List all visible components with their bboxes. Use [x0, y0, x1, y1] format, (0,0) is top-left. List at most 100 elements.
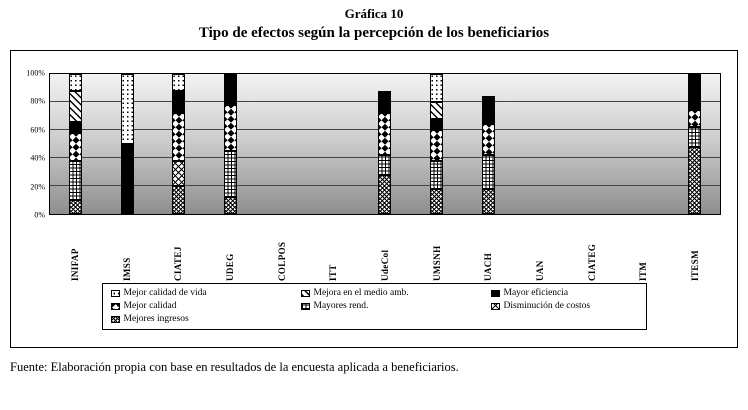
bar-layer: [50, 74, 720, 214]
x-axis-slot: UdeCol: [359, 215, 411, 281]
legend: Mejor calidad de vida Mejora en el medio …: [101, 283, 647, 330]
y-axis-label: 20%: [30, 182, 45, 192]
x-axis-spacer: [17, 215, 49, 281]
plot-area: [49, 73, 721, 215]
bar-segment: [429, 160, 443, 189]
legend-wrap: Mejor calidad de vida Mejora en el medio …: [11, 283, 737, 330]
bar-COLPOS: [256, 74, 308, 214]
solid-pattern-swatch-icon: [490, 290, 500, 297]
x-axis-label: IMSS: [121, 257, 132, 281]
y-axis-label: 80%: [30, 96, 45, 106]
legend-item: Mejor calidad de vida: [110, 287, 301, 300]
bar-segment: [172, 160, 186, 186]
y-axis-label: 100%: [26, 68, 45, 78]
x-axis-slot: ITT: [307, 215, 359, 281]
stacked-bar: [636, 74, 649, 214]
bar-UACH: [462, 74, 514, 214]
bar-segment: [429, 188, 443, 214]
chart-title: Tipo de efectos según la percepción de l…: [198, 25, 550, 41]
bar-segment: [69, 74, 83, 91]
x-axis-label: UMSNH: [431, 245, 442, 282]
x-axis-label: COLPOS: [276, 241, 287, 281]
bar-ITESM: [668, 74, 720, 214]
legend-item: Disminución de costos: [490, 300, 641, 313]
stacked-bar: [687, 74, 701, 214]
y-axis-label: 0%: [34, 210, 45, 220]
diamonds-pattern-swatch-icon: [110, 303, 120, 310]
bar-UDEG: [205, 74, 257, 214]
bar-UdeCol: [359, 74, 411, 214]
bar-segment: [120, 74, 134, 144]
bar-segment: [687, 146, 701, 214]
bar-CIATEG: [565, 74, 617, 214]
x-axis-slot: ITESM: [669, 215, 721, 281]
x-axis-slot: COLPOS: [256, 215, 308, 281]
bar-segment: [378, 155, 392, 175]
bar-segment: [69, 132, 83, 161]
bar-segment: [172, 186, 186, 214]
stacked-bar: [223, 74, 237, 214]
bar-segment: [172, 90, 186, 114]
bar-segment: [69, 160, 83, 200]
x-axis-label: INIFAP: [69, 248, 80, 281]
stacked-bar: [69, 74, 83, 214]
x-axis-label: CIATEG: [586, 243, 597, 281]
bar-segment: [223, 151, 237, 198]
bar-segment: [172, 113, 186, 161]
legend-item: Mayores rend.: [300, 300, 491, 313]
bar-segment: [378, 174, 392, 214]
legend-label: Mejora en el medio amb.: [313, 288, 409, 298]
stacked-bar: [378, 74, 392, 214]
x-axis-slot: INIFAP: [49, 215, 101, 281]
chart-frame: 0% 20% 40% 60% 80% 100% INIFAP IMSS CIATEJ UDEG C…: [10, 50, 738, 348]
stacked-bar: [275, 74, 288, 214]
fine-pattern-swatch-icon: [110, 316, 120, 323]
x-axis-slot: CIATEJ: [152, 215, 204, 281]
legend-item: Mejores ingresos: [110, 313, 301, 326]
x-axis-slot: UACH: [463, 215, 515, 281]
bar-segment: [481, 96, 495, 125]
x-axis-label: CIATEJ: [173, 246, 184, 281]
bar-segment: [69, 121, 83, 133]
bar-IMSS: [102, 74, 154, 214]
bar-segment: [429, 102, 443, 119]
x-axis-label: UDEG: [224, 253, 235, 281]
bar-UAN: [514, 74, 566, 214]
bar-segment: [429, 118, 443, 131]
x-axis-slot: CIATEG: [566, 215, 618, 281]
y-axis-labels: 0% 20% 40% 60% 80% 100%: [17, 69, 49, 220]
x-axis-slot: ITM: [618, 215, 670, 281]
stacked-bar: [481, 74, 495, 214]
x-axis-slot: UDEG: [204, 215, 256, 281]
bar-CIATEJ: [153, 74, 205, 214]
bar-segment: [481, 188, 495, 214]
bar-ITM: [617, 74, 669, 214]
stacked-bar: [429, 74, 443, 214]
bar-segment: [378, 113, 392, 156]
stacked-bar: [585, 74, 598, 214]
bar-segment: [687, 110, 701, 128]
stacked-bar: [327, 74, 340, 214]
bar-segment: [429, 130, 443, 161]
stacked-bar: [172, 74, 186, 214]
bar-segment: [687, 127, 701, 147]
legend-label: Mayores rend.: [313, 301, 369, 311]
x-axis-row: INIFAP IMSS CIATEJ UDEG COLPOS ITT UdeCol UMSNH…: [17, 215, 721, 281]
x-axis-labels: INIFAP IMSS CIATEJ UDEG COLPOS ITT UdeCol UMSNH…: [49, 215, 721, 281]
bar-segment: [69, 90, 83, 122]
x-axis-slot: IMSS: [101, 215, 153, 281]
stacked-bar: [120, 74, 134, 214]
legend-item: Mayor eficiencia: [490, 287, 641, 300]
y-axis-label: 60%: [30, 125, 45, 135]
bar-ITT: [308, 74, 360, 214]
x-axis-label: ITM: [638, 261, 649, 281]
x-axis-label: ITT: [328, 264, 339, 281]
stacked-bar: [533, 74, 546, 214]
plot-row: 0% 20% 40% 60% 80% 100%: [17, 69, 721, 220]
bar-segment: [223, 104, 237, 152]
bar-segment: [687, 74, 701, 111]
crosshatch-pattern-swatch-icon: [490, 303, 500, 310]
legend-label: Mejor calidad de vida: [123, 288, 207, 298]
bar-segment: [223, 74, 237, 105]
y-axis-label: 40%: [30, 153, 45, 163]
